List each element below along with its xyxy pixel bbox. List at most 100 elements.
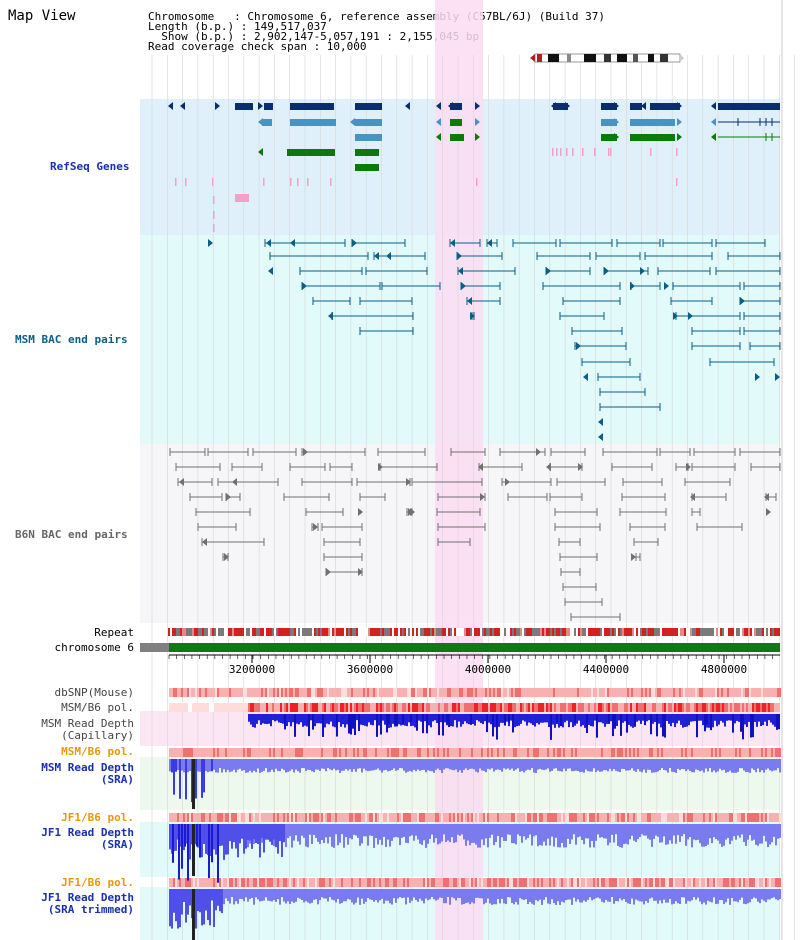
jf1-trim-depth — [719, 889, 721, 901]
msm-capillary-depth — [446, 714, 448, 724]
msm-b6-pol-strip — [690, 703, 692, 712]
jf1-sra-depth — [561, 824, 563, 843]
jf1-b6-pol-strip — [289, 813, 291, 822]
dbsnp-strip — [309, 688, 311, 697]
jf1-trim-depth-peak — [183, 889, 185, 902]
jf1-sra-depth — [609, 824, 611, 843]
jf1-b6-pol2-strip — [753, 878, 755, 887]
jf1-trim-depth — [475, 889, 477, 898]
jf1-b6-pol2-strip — [685, 878, 687, 887]
msm-sra-depth — [427, 759, 429, 771]
jf1-trim-depth — [749, 889, 751, 903]
msm-b6-pol-strip — [290, 703, 292, 712]
msm-capillary-depth — [694, 714, 696, 722]
msm-b6-pol2-strip — [429, 748, 431, 757]
jf1-b6-pol-strip — [169, 813, 171, 822]
msm-b6-pol2-strip — [371, 748, 373, 757]
msm-sra-depth — [729, 759, 731, 771]
dbsnp-strip — [669, 688, 671, 697]
repeat-element — [428, 628, 430, 636]
msm-sra-depth — [333, 759, 335, 769]
jf1-trim-depth — [575, 889, 577, 902]
msm-capillary-depth — [672, 714, 674, 723]
jf1-sra-depth-peak — [221, 824, 223, 846]
repeat-element — [350, 628, 352, 636]
dbsnp-strip — [553, 688, 555, 697]
dbsnp-strip — [655, 688, 657, 697]
msm-b6-pol2-strip — [463, 748, 465, 757]
jf1-sra-depth — [477, 824, 479, 848]
msm-sra-depth — [507, 759, 509, 769]
msm-sra-depth — [515, 759, 517, 770]
msm-b6-pol2-strip — [593, 748, 595, 757]
bac-end-marker — [604, 267, 609, 275]
msm-capillary-depth — [454, 714, 456, 721]
msm-b6-pol-strip — [416, 703, 418, 712]
dbsnp-strip — [245, 688, 247, 697]
refseq-small-feature — [582, 148, 584, 156]
jf1-sra-depth — [295, 824, 297, 836]
msm-b6-pol-strip — [494, 703, 496, 712]
jf1-b6-pol-strip — [337, 813, 339, 822]
jf1-b6-pol-strip — [745, 813, 747, 822]
msm-sra-depth — [183, 759, 185, 773]
track-label-refseq[interactable]: RefSeq Genes — [50, 160, 130, 173]
track-label-b6n-bac[interactable]: B6N BAC end pairs — [15, 528, 128, 541]
jf1-sra-depth — [479, 824, 481, 848]
jf1-b6-pol-strip — [649, 813, 651, 822]
repeat-element — [212, 628, 214, 636]
jf1-b6-pol-strip — [347, 813, 349, 822]
msm-capillary-depth — [742, 714, 744, 740]
jf1-b6-pol2-strip — [643, 878, 645, 887]
track-label-msm-bac[interactable]: MSM BAC end pairs — [15, 333, 128, 346]
jf1-sra-depth — [535, 824, 537, 836]
msm-b6-pol-strip — [340, 703, 342, 712]
jf1-b6-pol2-strip — [247, 878, 249, 887]
jf1-trim-depth — [773, 889, 775, 898]
msm-b6-pol2-strip — [365, 748, 367, 757]
msm-b6-pol2-strip — [373, 748, 375, 757]
msm-b6-pol-strip — [362, 703, 364, 712]
jf1-b6-pol2-strip — [497, 878, 499, 887]
msm-b6-pol2-strip — [327, 748, 329, 757]
msm-capillary-depth — [698, 714, 700, 721]
msm-b6-pol2-strip — [427, 748, 429, 757]
dbsnp-strip — [529, 688, 531, 697]
repeat-element — [542, 628, 544, 636]
jf1-b6-pol2-strip — [649, 878, 651, 887]
jf1-sra-depth — [451, 824, 453, 838]
repeat-element — [550, 628, 552, 636]
msm-b6-pol2-strip — [455, 748, 457, 757]
msm-b6-pol2-strip — [265, 748, 267, 757]
msm-b6-pol-strip — [682, 703, 684, 712]
msm-b6-pol-strip — [656, 703, 658, 712]
msm-b6-pol2-strip — [223, 748, 225, 757]
repeat-element — [466, 628, 468, 636]
jf1-b6-pol2-strip — [689, 878, 691, 887]
repeat-element — [600, 628, 602, 636]
msm-b6-pol2-strip — [259, 748, 261, 757]
jf1-b6-pol2-strip — [675, 878, 677, 887]
msm-capillary-depth — [584, 714, 586, 728]
jf1-sra-depth — [291, 824, 293, 848]
dbsnp-strip — [437, 688, 439, 697]
msm-b6-pol2-strip — [335, 748, 337, 757]
jf1-b6-pol2-strip — [573, 878, 575, 887]
jf1-b6-pol2-strip — [603, 878, 605, 887]
track-label-msm-depth-sra-sub: (SRA) — [100, 773, 134, 786]
msm-b6-pol2-strip — [637, 748, 639, 757]
msm-b6-pol-strip — [650, 703, 652, 712]
jf1-trim-depth — [505, 889, 507, 905]
jf1-sra-depth — [293, 824, 295, 841]
jf1-sra-depth — [537, 824, 539, 847]
jf1-sra-depth — [439, 824, 441, 844]
jf1-sra-depth — [657, 824, 659, 837]
msm-b6-pol2-strip — [617, 748, 619, 757]
jf1-b6-pol-strip — [509, 813, 511, 822]
msm-sra-depth — [477, 759, 479, 773]
jf1-b6-pol-strip — [683, 813, 685, 822]
jf1-sra-depth — [415, 824, 417, 836]
jf1-b6-pol2-strip — [193, 878, 195, 887]
msm-b6-pol2-strip — [613, 748, 615, 757]
